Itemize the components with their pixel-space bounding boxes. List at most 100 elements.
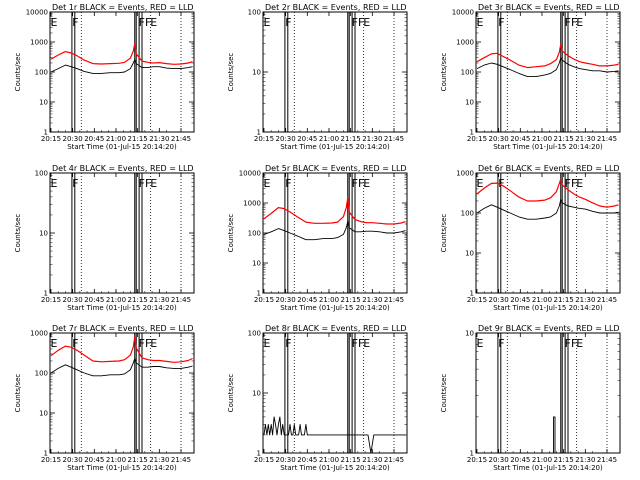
panel-title: Det 3r BLACK = Events, RED = LLD <box>478 3 620 12</box>
y-tick-label: 1000 <box>30 330 48 338</box>
plot-frame <box>49 332 195 454</box>
flag-label: F <box>72 337 78 350</box>
panel-6: Det 6r BLACK = Events, RED = LLD 1 10 100 10… <box>440 164 621 312</box>
x-tick-label: 21:30 <box>575 135 595 143</box>
x-tick-label: 20:45 <box>510 456 530 464</box>
series-red <box>476 178 619 208</box>
flag-label: E <box>51 337 58 350</box>
y-tick-label: 1 <box>257 450 261 458</box>
x-axis-label: Start Time (01-Jul-15 20:14:20) <box>280 304 390 312</box>
x-tick-label: 21:45 <box>597 135 617 143</box>
flag-label: F <box>498 16 504 29</box>
flag-label: F <box>498 177 504 190</box>
x-axis-label: Start Time (01-Jul-15 20:14:20) <box>280 143 390 151</box>
x-tick-label: 21:30 <box>149 296 169 304</box>
x-tick-label: 20:15 <box>254 135 274 143</box>
y-tick-label: 10 <box>465 250 474 258</box>
flag-label: E <box>477 337 484 350</box>
flag-label: E <box>150 177 157 190</box>
y-tick-label: 100 <box>35 370 48 378</box>
y-tick-label: 100 <box>248 9 261 17</box>
x-tick-label: 21:30 <box>362 456 382 464</box>
x-tick-label: 21:45 <box>597 296 617 304</box>
flag-label: E <box>363 177 370 190</box>
x-tick-label: 21:45 <box>597 456 617 464</box>
x-tick-label: 20:30 <box>63 135 83 143</box>
y-axis-label: Counts/sec <box>440 53 448 92</box>
x-tick-label: 20:15 <box>467 135 487 143</box>
panel-3: Det 3r BLACK = Events, RED = LLD 1 10 100 10… <box>440 3 621 151</box>
flag-label: FF <box>352 337 365 350</box>
x-tick-label: 21:45 <box>171 135 191 143</box>
y-axis-label: Counts/sec <box>440 214 448 253</box>
x-tick-label: 21:45 <box>384 456 404 464</box>
flag-label: F <box>285 16 291 29</box>
x-tick-label: 20:45 <box>297 456 317 464</box>
y-tick-label: 100 <box>461 69 474 77</box>
series-black <box>476 198 619 220</box>
x-tick-label: 20:30 <box>63 296 83 304</box>
panel-title: Det 8r BLACK = Events, RED = LLD <box>265 324 407 333</box>
flag-label: FF <box>139 337 152 350</box>
x-tick-label: 21:15 <box>341 456 361 464</box>
flag-label: E <box>150 337 157 350</box>
x-tick-label: 21:00 <box>319 456 339 464</box>
y-tick-label: 1000 <box>243 200 261 208</box>
x-tick-label: 21:15 <box>341 296 361 304</box>
y-tick-label: 100 <box>35 69 48 77</box>
x-tick-label: 21:45 <box>171 456 191 464</box>
y-tick-label: 1 <box>470 450 474 458</box>
x-tick-label: 20:45 <box>510 296 530 304</box>
y-axis-label: Counts/sec <box>14 374 22 413</box>
flag-label: E <box>477 16 484 29</box>
x-tick-label: 21:30 <box>362 296 382 304</box>
y-tick-label: 10 <box>39 99 48 107</box>
x-tick-label: 20:45 <box>510 135 530 143</box>
x-tick-label: 20:45 <box>84 135 104 143</box>
x-tick-label: 21:00 <box>532 456 552 464</box>
x-axis-label: Start Time (01-Jul-15 20:14:20) <box>67 143 177 151</box>
y-tick-label: 10000 <box>26 9 48 17</box>
x-tick-label: 20:45 <box>84 456 104 464</box>
x-tick-label: 21:45 <box>384 296 404 304</box>
plot-frame <box>475 332 621 454</box>
series-black <box>476 57 619 78</box>
y-tick-label: 10000 <box>239 170 261 178</box>
y-axis-label: Counts/sec <box>227 374 235 413</box>
x-tick-label: 21:00 <box>319 135 339 143</box>
x-tick-label: 21:30 <box>362 135 382 143</box>
flag-label: FF <box>565 337 578 350</box>
flag-label: E <box>363 16 370 29</box>
panel-title: Det 9r BLACK = Events, RED = LLD <box>478 324 620 333</box>
series-black <box>263 416 406 454</box>
x-tick-label: 21:00 <box>319 296 339 304</box>
series-red <box>476 43 619 69</box>
y-tick-label: 10 <box>465 330 474 338</box>
panel-2: Det 2r BLACK = Events, RED = LLD 1 10 100 20… <box>227 3 408 151</box>
flag-label: F <box>72 177 78 190</box>
x-tick-label: 20:15 <box>41 456 61 464</box>
panel-title: Det 2r BLACK = Events, RED = LLD <box>265 3 407 12</box>
flag-label: E <box>576 16 583 29</box>
y-tick-label: 1 <box>470 290 474 298</box>
x-tick-label: 20:15 <box>467 296 487 304</box>
x-tick-label: 21:15 <box>554 296 574 304</box>
panel-9: Det 9r BLACK = Events, RED = LLD 1 10 20:15… <box>440 324 621 472</box>
flag-label: E <box>264 16 271 29</box>
x-tick-label: 20:15 <box>41 296 61 304</box>
x-tick-label: 21:45 <box>171 296 191 304</box>
series-black <box>50 59 193 74</box>
y-tick-label: 1000 <box>30 39 48 47</box>
series-black <box>50 358 193 377</box>
y-tick-label: 1 <box>257 129 261 137</box>
flag-label: FF <box>565 177 578 190</box>
y-tick-label: 1000 <box>456 170 474 178</box>
y-tick-label: 10 <box>39 410 48 418</box>
panel-5: Det 5r BLACK = Events, RED = LLD 1 10 100 10… <box>227 164 408 312</box>
y-tick-label: 1 <box>44 450 48 458</box>
y-tick-label: 10 <box>252 390 261 398</box>
panel-1: Det 1r BLACK = Events, RED = LLD 1 10 100 10… <box>14 3 195 151</box>
flag-label: FF <box>139 16 152 29</box>
x-tick-label: 21:15 <box>128 456 148 464</box>
panel-4: Det 4r BLACK = Events, RED = LLD 1 10 100 20… <box>14 164 195 312</box>
